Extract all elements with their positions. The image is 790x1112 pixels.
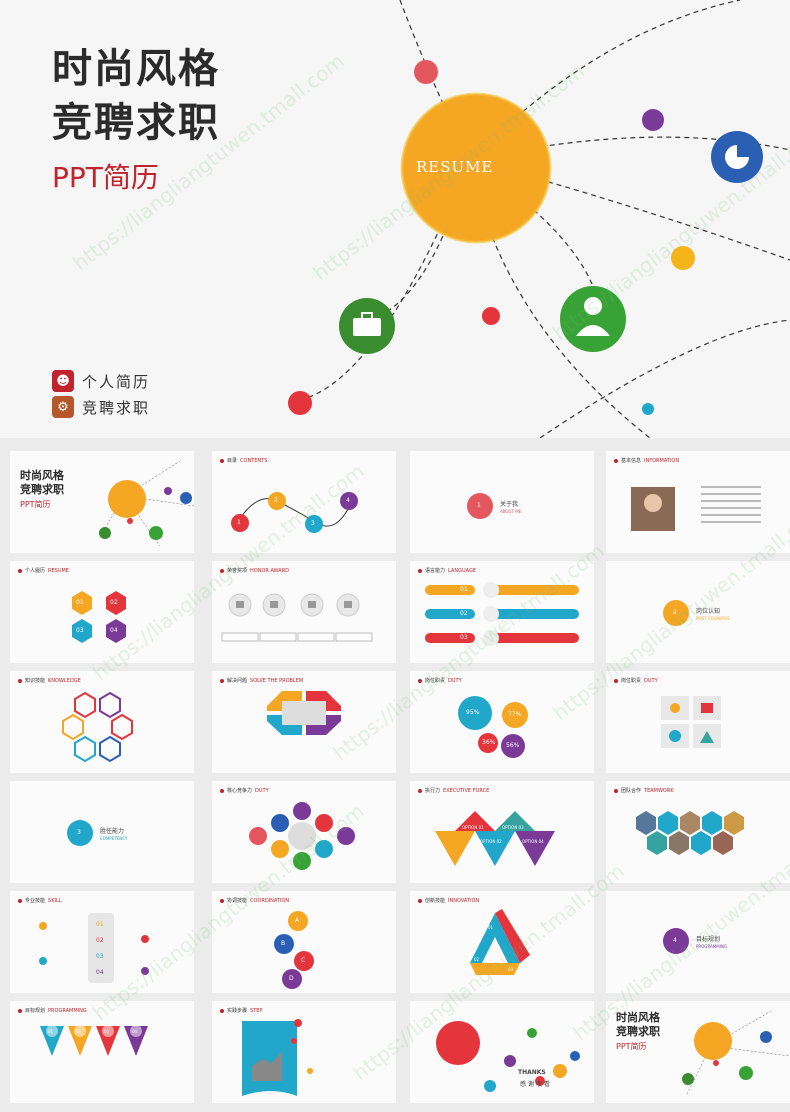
dot-red <box>414 60 438 84</box>
slide-heading: 岗位职责 DUTY <box>418 677 462 684</box>
slide-heading: 荣誉奖项 HONOR AWARD <box>220 567 289 574</box>
resume-label: RESUME <box>416 158 494 176</box>
slide-thumb-contents[interactable]: 目录 CONTENTS 1 2 3 4 <box>212 451 396 553</box>
slide-thumb-competency[interactable]: 3 胜任能力 COMPETENCY <box>10 781 194 883</box>
slide-thumb-resume[interactable]: 个人履历 RESUME 01 02 03 04 <box>10 561 194 663</box>
slide-heading: 解决问题 SOLVE THE PROBLEM <box>220 677 303 684</box>
slide-thumb-knowledge[interactable]: 知识技能 KNOWLEDGE <box>10 671 194 773</box>
slide-thumb-programming2[interactable]: 目标规划 PROGRAMMING 01 02 03 04 <box>10 1001 194 1103</box>
slide-heading: 个人履历 RESUME <box>18 567 69 574</box>
thanks-text: THANKS <box>518 1069 546 1076</box>
slide-heading: 核心竞争力 DUTY <box>220 787 269 794</box>
slide-thumb-information[interactable]: 基本信息 INFORMATION <box>606 451 790 553</box>
slide-heading: 协调技能 COORDINATION <box>220 897 289 904</box>
slide-thumb-thanks[interactable]: THANKS 感谢收看 <box>410 1001 594 1103</box>
hero-title-line2: 竞聘求职 <box>52 100 220 146</box>
slide-heading: 目录 CONTENTS <box>220 457 267 464</box>
dash-line <box>539 319 790 438</box>
slide-heading: 创新技能 INNOVATION <box>418 897 479 904</box>
slide-heading: 岗位职责 DUTY <box>614 677 658 684</box>
hero-title: 时尚风格 竞聘求职 <box>52 42 220 150</box>
dash-line <box>369 159 471 321</box>
slide-thumb-programming[interactable]: 4 目标规划 PROGRAMMING <box>606 891 790 993</box>
slide-thumb-post-cognitive[interactable]: 2 岗位认知 POST COGNITIVE <box>606 561 790 663</box>
hero-subtitle: PPT简历 <box>52 161 159 194</box>
resume-circle <box>402 94 550 242</box>
slide-heading: 目标规划 PROGRAMMING <box>18 1007 87 1014</box>
slide-thumb-cover-end[interactable]: 时尚风格 竞聘求职 PPT简历 <box>606 1001 790 1103</box>
hero-cover-slide: 时尚风格 竞聘求职 PPT简历 RESUME ☻ 个人简历 ⚙ 竞聘求职 <box>0 0 790 438</box>
pie-chart-icon <box>725 145 749 169</box>
slide-thumb-step[interactable]: 实践步骤 STEP <box>212 1001 396 1103</box>
dot-cyan <box>642 403 654 415</box>
slide-thumb-honor[interactable]: 荣誉奖项 HONOR AWARD <box>212 561 396 663</box>
slide-thumb-coordination[interactable]: 协调技能 COORDINATION A B C D <box>212 891 396 993</box>
mini-subtitle: PPT简历 <box>20 500 51 509</box>
slide-thumb-problem[interactable]: 解决问题 SOLVE THE PROBLEM <box>212 671 396 773</box>
slide-thumb-cover[interactable]: 时尚风格 竞聘求职 PPT简历 <box>10 451 194 553</box>
thanks-sub: 感谢收看 <box>520 1081 553 1088</box>
slide-thumb-skill[interactable]: 专业技能 SKILL 01 02 03 04 <box>10 891 194 993</box>
hero-title-line1: 时尚风格 <box>52 46 220 92</box>
slide-thumbnail-grid: 时尚风格 竞聘求职 PPT简历 目录 CONTENTS 1 2 3 4 1 关于我… <box>0 441 790 1112</box>
user-icon: ☻ <box>52 370 74 392</box>
tag-job: ⚙ 竞聘求职 <box>52 396 150 418</box>
mini-title-2: 竞聘求职 <box>20 483 64 496</box>
slide-thumb-language[interactable]: 语言能力 LANGUAGE 01 02 03 <box>410 561 594 663</box>
slide-thumb-duty1[interactable]: 岗位职责 DUTY 95% 77% 36% 56% <box>410 671 594 773</box>
dot-red-bottom <box>288 391 312 415</box>
slide-thumb-duty2[interactable]: 岗位职责 DUTY <box>606 671 790 773</box>
tag-label: 竞聘求职 <box>82 398 151 417</box>
slide-heading: 专业技能 SKILL <box>18 897 62 904</box>
slide-thumb-core[interactable]: 核心竞争力 DUTY <box>212 781 396 883</box>
dot-yellow <box>671 246 695 270</box>
dot-red-small <box>482 307 500 325</box>
slide-heading: 知识技能 KNOWLEDGE <box>18 677 81 684</box>
slide-heading: 实践步骤 STEP <box>220 1007 262 1014</box>
tag-label: 个人简历 <box>82 372 151 391</box>
slide-heading: 执行力 EXECUTIVE FORCE <box>418 787 489 794</box>
person-bubble <box>560 286 626 352</box>
person-icon <box>576 297 610 336</box>
mini-title-1: 时尚风格 <box>20 469 64 482</box>
briefcase-icon <box>353 312 381 336</box>
hero-decoration <box>288 0 790 438</box>
slide-thumb-execution[interactable]: 执行力 EXECUTIVE FORCE OPTION 01 OPTION 02 O… <box>410 781 594 883</box>
tag-resume: ☻ 个人简历 <box>52 370 150 392</box>
slide-thumb-about[interactable]: 1 关于我 ABOUT ME <box>410 451 594 553</box>
dash-line <box>469 159 651 438</box>
slide-heading: 语言能力 LANGUAGE <box>418 567 476 574</box>
slide-thumb-teamwork[interactable]: 团队合作 TEAMWORK <box>606 781 790 883</box>
slide-heading: 基本信息 INFORMATION <box>614 457 679 464</box>
slide-thumb-innovation[interactable]: 创新技能 INNOVATION 01 02 03 <box>410 891 594 993</box>
dot-purple <box>642 109 664 131</box>
dash-line <box>469 159 790 261</box>
slide-heading: 团队合作 TEAMWORK <box>614 787 674 794</box>
gear-icon: ⚙ <box>52 396 74 418</box>
